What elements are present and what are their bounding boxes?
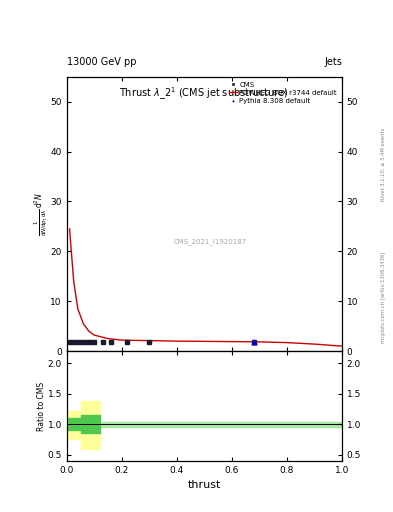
Text: Rivet 3.1.10, ≥ 3.4M events: Rivet 3.1.10, ≥ 3.4M events [381,127,386,201]
X-axis label: thrust: thrust [188,480,221,490]
Text: 13000 GeV pp: 13000 GeV pp [67,56,136,67]
Text: Thrust $\lambda\_2^1$ (CMS jet substructure): Thrust $\lambda\_2^1$ (CMS jet substruct… [119,85,289,102]
Legend: CMS, POWHEG BOX r3744 default, Pythia 8.308 default: CMS, POWHEG BOX r3744 default, Pythia 8.… [228,80,338,105]
Text: mcplots.cern.ch [arXiv:1306.3436]: mcplots.cern.ch [arXiv:1306.3436] [381,251,386,343]
Y-axis label: Ratio to CMS: Ratio to CMS [37,381,46,431]
Text: CMS_2021_I1920187: CMS_2021_I1920187 [173,238,246,245]
Text: Jets: Jets [324,56,342,67]
Y-axis label: $\frac{1}{\mathrm{d}N/\mathrm{d}p_\mathrm{T}\,\mathrm{d}\lambda}\,\mathrm{d}^2N$: $\frac{1}{\mathrm{d}N/\mathrm{d}p_\mathr… [32,192,49,236]
